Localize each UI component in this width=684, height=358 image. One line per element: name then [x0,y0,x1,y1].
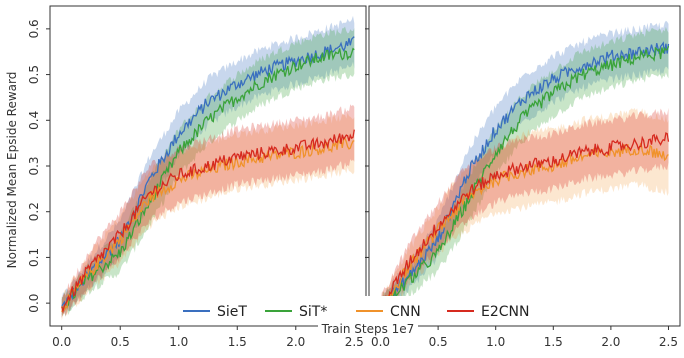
confidence-band-e2cnn [61,104,355,318]
x-tick-label: 2.5 [345,335,364,349]
x-tick-label: 1.0 [486,335,505,349]
x-tick-label: 2.0 [601,335,620,349]
legend: SieT SiT* CNN E2CNN [168,296,558,324]
y-tick-label: 0.2 [27,202,41,221]
confidence-band-siet [61,15,355,319]
x-tick-label: 1.5 [544,335,563,349]
confidence-band-e2cnn [380,107,669,320]
confidence-band-sit [380,26,669,318]
x-tick-label: 2.0 [286,335,305,349]
y-axis-title: Normalized Mean Epside Reward [5,72,19,269]
left-plot-panel: 0.0 0.5 1.0 1.5 2.0 2.5 0.0 0.1 0.2 0.3 0.4 0.5 0.6 [27,5,367,349]
y-tick-label: 0.0 [27,294,41,313]
series-line-e2cnn [61,129,355,314]
legend-label: SiT* [299,304,327,320]
x-axis-title: Train Steps 1e7 [321,322,415,336]
series-line-e2cnn [379,132,670,308]
series-line-sit [61,47,355,311]
x-tick-label: 0.0 [371,335,390,349]
x-axis-title-background [318,322,418,336]
legend-label: CNN [390,304,421,320]
x-tick-label: 0.5 [111,335,130,349]
y-tick-label: 0.1 [27,248,41,267]
confidence-band-sit [61,26,355,318]
x-tick-label: 2.5 [659,335,678,349]
series-line-cnn [61,137,355,313]
series-line-siet [379,41,670,312]
x-tick-label: 0.5 [429,335,448,349]
y-tick-label: 0.6 [27,19,41,38]
right-plot-panel: 0.0 0.5 1.0 1.5 2.0 2.5 [365,5,681,349]
x-tick-label: 0.0 [52,335,71,349]
x-tick-label: 1.5 [228,335,247,349]
y-tick-label: 0.4 [27,111,41,130]
legend-label: SieT [217,304,247,320]
y-tick-label: 0.5 [27,65,41,84]
series-line-sit [379,45,670,310]
y-tick-label: 0.3 [27,156,41,175]
confidence-band-siet [380,20,669,319]
confidence-band-cnn [380,108,669,320]
legend-label: E2CNN [481,304,529,320]
confidence-band-cnn [61,112,355,321]
x-tick-label: 1.0 [169,335,188,349]
